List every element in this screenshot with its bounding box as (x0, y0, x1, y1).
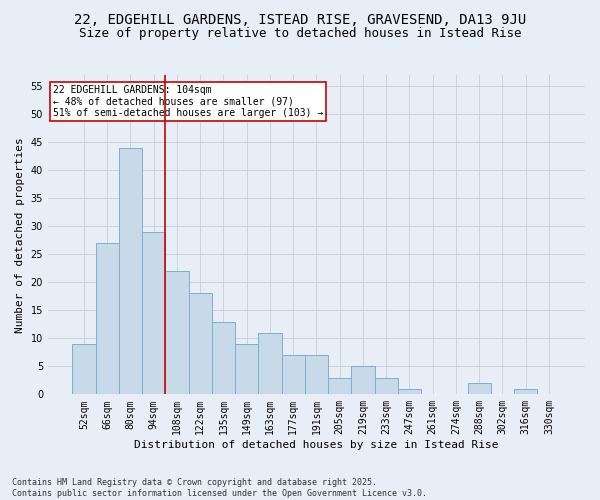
Bar (73, 344, 95, 395)
Text: 22, EDGEHILL GARDENS, ISTEAD RISE, GRAVESEND, DA13 9JU: 22, EDGEHILL GARDENS, ISTEAD RISE, GRAVE… (74, 12, 526, 26)
Bar (259, 332, 281, 394)
Text: Size of property relative to detached houses in Istead Rise: Size of property relative to detached ho… (79, 28, 521, 40)
Bar (281, 355, 305, 395)
Bar (212, 322, 235, 394)
Bar (235, 344, 259, 395)
Bar (305, 355, 328, 395)
Bar (467, 383, 491, 394)
Bar (514, 388, 538, 394)
Bar (398, 388, 421, 394)
Bar (119, 148, 142, 394)
X-axis label: Distribution of detached houses by size in Istead Rise: Distribution of detached houses by size … (134, 440, 499, 450)
Bar (95, 243, 119, 394)
Bar (328, 378, 352, 394)
Text: 22 EDGEHILL GARDENS: 104sqm
← 48% of detached houses are smaller (97)
51% of sem: 22 EDGEHILL GARDENS: 104sqm ← 48% of det… (53, 84, 323, 118)
Bar (352, 366, 374, 394)
Bar (188, 294, 212, 394)
Y-axis label: Number of detached properties: Number of detached properties (15, 137, 25, 332)
Text: Contains HM Land Registry data © Crown copyright and database right 2025.
Contai: Contains HM Land Registry data © Crown c… (12, 478, 427, 498)
Bar (142, 232, 166, 394)
Bar (166, 271, 188, 394)
Bar (374, 378, 398, 394)
